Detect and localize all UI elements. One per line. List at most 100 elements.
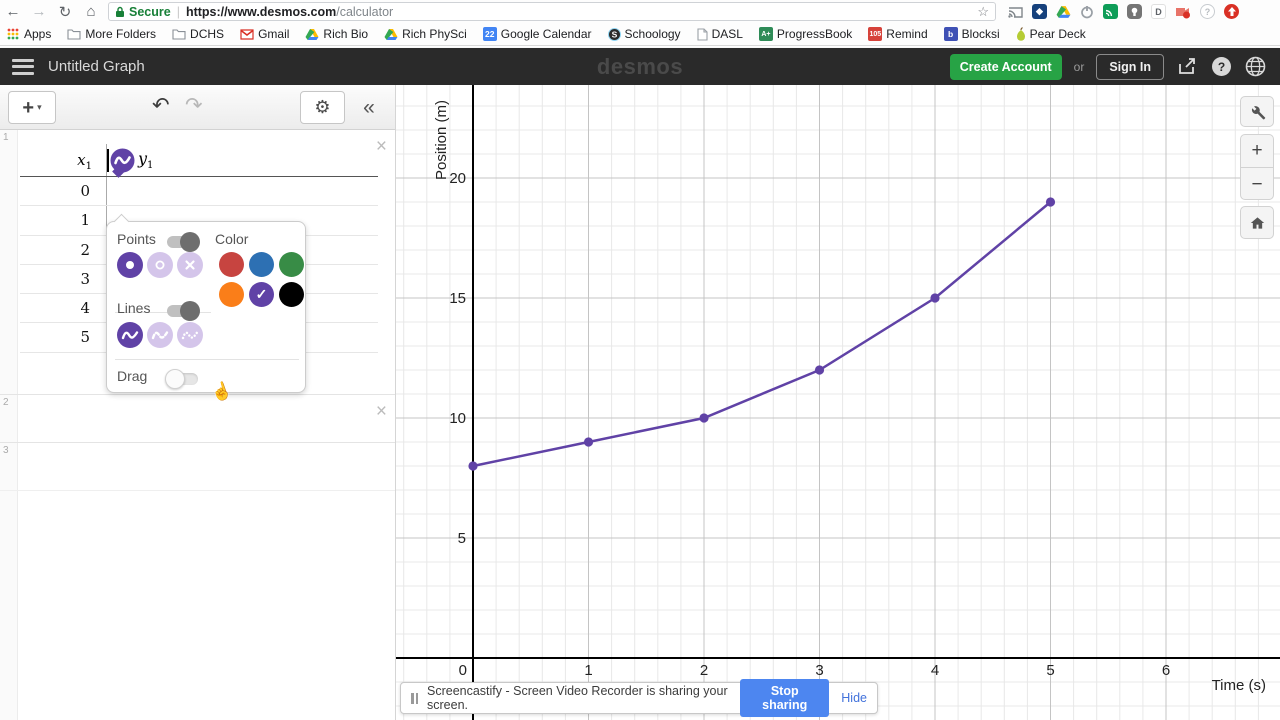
svg-text:3: 3	[815, 662, 823, 679]
graph-title[interactable]: Untitled Graph	[48, 58, 145, 75]
screencastify-recording-icon[interactable]	[1175, 5, 1191, 19]
data-series-line[interactable]	[472, 201, 1052, 468]
expression-toolbar: + ▾ ↶ ↷ ⚙ «	[0, 85, 395, 130]
bookmark-progressbook[interactable]: A+ ProgressBook	[758, 27, 852, 41]
lines-toggle[interactable]	[167, 301, 200, 321]
color-swatch-purple[interactable]: ✓	[249, 282, 274, 307]
data-point[interactable]	[814, 365, 825, 375]
expression-row-new[interactable]: 3	[0, 443, 395, 491]
bookmark-pear-deck[interactable]: Pear Deck	[1016, 27, 1086, 41]
stop-sharing-button[interactable]: Stop sharing	[740, 679, 830, 717]
forward-icon[interactable]: →	[31, 3, 47, 20]
bookmark-rich-bio[interactable]: Rich Bio	[305, 27, 368, 41]
plus-icon: +	[22, 96, 35, 119]
d-extension-icon[interactable]: D	[1151, 4, 1166, 19]
create-account-button[interactable]: Create Account	[949, 53, 1062, 80]
undo-icon[interactable]: ↶	[152, 94, 170, 117]
y-value-cell[interactable]	[106, 206, 378, 235]
bookmark-google-calendar[interactable]: 22 Google Calendar	[482, 27, 592, 41]
bookmark-rich-physci[interactable]: Rich PhySci	[384, 27, 467, 41]
bookmark-blocksi[interactable]: b Blocksi	[943, 27, 1000, 41]
graph-settings-wrench-button[interactable]	[1240, 96, 1274, 127]
expression-row-empty[interactable]: 2 ×	[0, 395, 395, 443]
close-icon[interactable]: ×	[375, 136, 387, 157]
table-header-row: x1 y1	[20, 144, 378, 178]
point-style-filled[interactable]	[117, 252, 143, 278]
drive-extension-icon[interactable]	[1056, 5, 1071, 18]
color-swatch-orange[interactable]	[219, 282, 244, 307]
line-style-solid[interactable]	[117, 322, 143, 348]
bookmark-remind[interactable]: 105 Remind	[868, 27, 928, 41]
graph-settings-button[interactable]: ⚙	[300, 91, 345, 124]
bookmark-dasl[interactable]: DASL	[697, 27, 743, 41]
address-bar[interactable]: Secure | https://www.desmos.com /calcula…	[108, 2, 996, 21]
point-style-open[interactable]	[147, 252, 173, 278]
point-style-cross[interactable]	[177, 252, 203, 278]
refresh-icon[interactable]: ↻	[58, 3, 72, 21]
x-value-cell[interactable]: 4	[80, 299, 90, 318]
collapse-panel-button[interactable]: «	[363, 95, 375, 119]
green-cast-extension-icon[interactable]	[1103, 4, 1118, 19]
close-icon[interactable]: ×	[375, 401, 387, 422]
diamond-extension-icon[interactable]: ◆	[1032, 4, 1047, 19]
home-icon	[1250, 216, 1264, 229]
color-swatch-red[interactable]	[219, 252, 244, 277]
help-extension-icon[interactable]: ?	[1200, 4, 1215, 19]
data-point[interactable]	[699, 413, 709, 423]
x-value-cell[interactable]: 2	[80, 240, 90, 259]
x-value-cell[interactable]: 3	[80, 269, 90, 288]
language-globe-icon[interactable]	[1244, 56, 1266, 78]
sign-in-button[interactable]: Sign In	[1096, 53, 1164, 80]
x-value-cell[interactable]: 1	[80, 211, 90, 230]
red-arrow-extension-icon[interactable]	[1224, 4, 1239, 19]
bulb-extension-icon[interactable]	[1127, 4, 1142, 19]
zoom-in-button[interactable]: +	[1241, 135, 1273, 168]
share-icon[interactable]	[1176, 56, 1198, 78]
y-value-cell[interactable]	[106, 177, 378, 206]
cast-icon[interactable]	[1008, 5, 1023, 18]
table-header-x[interactable]: x1	[77, 151, 92, 172]
color-swatch-black[interactable]	[279, 282, 304, 307]
data-point[interactable]	[468, 461, 478, 471]
bookmark-star-icon[interactable]: ☆	[977, 3, 989, 19]
svg-text:?: ?	[1217, 60, 1224, 74]
hide-link[interactable]: Hide	[841, 691, 867, 705]
table-header-y[interactable]: y1	[106, 144, 378, 178]
line-style-dashed[interactable]	[147, 322, 173, 348]
points-toggle[interactable]	[167, 232, 200, 252]
graph-canvas[interactable]: 0 1 2 3 4 5 6 5 10 15 20 Time (s) Position (m)	[396, 85, 1280, 720]
default-viewport-home-button[interactable]	[1240, 206, 1274, 239]
points-label: Points	[117, 231, 156, 247]
help-icon[interactable]: ?	[1210, 56, 1232, 78]
menu-icon[interactable]	[12, 58, 34, 75]
graph-paper[interactable]: 0 1 2 3 4 5 6 5 10 15 20 Time (s) Position (m) + − S…	[396, 85, 1280, 720]
browser-home-icon[interactable]: ⌂	[86, 3, 96, 20]
back-icon[interactable]: ←	[5, 3, 21, 20]
bookmark-apps[interactable]: Apps	[6, 27, 51, 41]
url-path: /calculator	[336, 4, 394, 19]
power-extension-icon[interactable]	[1080, 5, 1094, 19]
x-value-cell[interactable]: 0	[80, 182, 90, 200]
line-style-dotted[interactable]	[177, 322, 203, 348]
bookmark-more-folders[interactable]: More Folders	[67, 27, 156, 41]
bookmark-dchs[interactable]: DCHS	[172, 27, 224, 41]
expression-row-table[interactable]: 1 × x1 y1	[0, 130, 395, 404]
data-point[interactable]	[1045, 197, 1056, 207]
color-swatch-blue[interactable]	[249, 252, 274, 277]
bookmark-label: DASL	[711, 27, 743, 41]
svg-text:Position (m): Position (m)	[433, 100, 450, 180]
bookmark-label: Schoology	[624, 27, 681, 41]
color-swatch-green[interactable]	[279, 252, 304, 277]
column-style-icon[interactable]	[110, 148, 135, 178]
add-expression-button[interactable]: + ▾	[8, 91, 56, 124]
x-value-cell[interactable]: 5	[80, 328, 90, 347]
bookmark-gmail[interactable]: Gmail	[240, 27, 289, 41]
drag-toggle[interactable]	[165, 369, 198, 389]
bookmark-label: Gmail	[258, 27, 290, 41]
data-point[interactable]	[930, 293, 940, 303]
remind-icon: 105	[868, 27, 883, 41]
redo-icon[interactable]: ↷	[185, 94, 203, 117]
data-point[interactable]	[583, 437, 594, 447]
bookmark-schoology[interactable]: S Schoology	[607, 27, 681, 41]
zoom-out-button[interactable]: −	[1251, 173, 1263, 195]
